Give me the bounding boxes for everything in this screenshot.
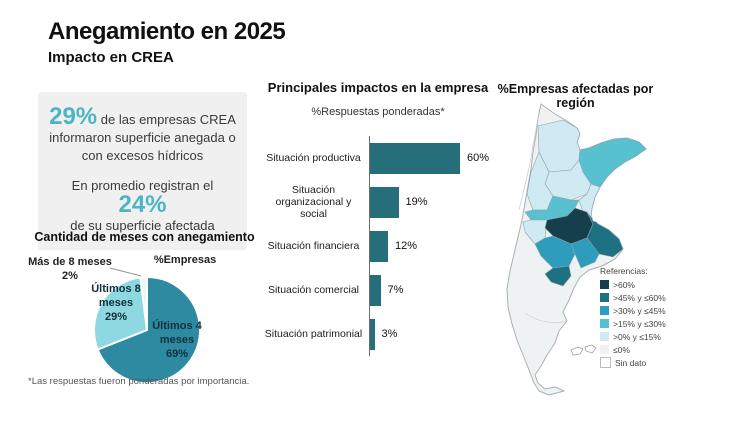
map-title: %Empresas afectadas por región xyxy=(497,82,654,110)
legend-label: >0% y ≤15% xyxy=(613,331,661,342)
footnote: *Las respuestas fueron ponderadas por im… xyxy=(28,376,250,387)
pie-chart-section: Cantidad de meses con anegamiento %Empre… xyxy=(22,230,267,400)
pie-svg xyxy=(93,267,201,384)
bar xyxy=(370,318,375,350)
map-region-sur-buenos-aires xyxy=(570,237,600,269)
legend-swatch xyxy=(600,319,609,328)
page-subtitle: Impacto en CREA xyxy=(48,49,174,66)
bar xyxy=(370,274,381,306)
legend-item: ≤0% xyxy=(600,343,666,356)
pie-slice-value: 29% xyxy=(104,310,128,323)
bar-chart-title: Principales impactos en la empresa xyxy=(267,80,489,95)
bar-row: Situación comercial 7% xyxy=(263,268,493,312)
summary-stat-2-suffix: de su superficie afectada xyxy=(70,217,215,233)
pie-label-ultimos-8-meses: Últimos 8 meses 29% xyxy=(80,283,152,324)
bar-category-label: Situación productiva xyxy=(266,151,361,164)
summary-stat-1-value: 29% xyxy=(49,103,98,130)
pie-slice-label: Últimos 8 meses xyxy=(91,283,141,309)
bar-value-label: 60% xyxy=(467,152,490,164)
legend-swatch xyxy=(600,357,611,368)
map-section: %Empresas afectadas por región xyxy=(478,82,730,412)
map-region-sin-dato-gap xyxy=(592,216,598,222)
legend-item: >60% xyxy=(600,278,666,291)
bar-category-label: Situación patrimonial xyxy=(264,327,363,340)
legend-label: >15% y ≤30% xyxy=(613,318,666,329)
map-regions xyxy=(522,119,647,287)
summary-stat-2-value: 24% xyxy=(118,190,167,218)
summary-stat-2: En promedio registran el 24% de su super… xyxy=(48,177,237,236)
legend-item: >45% y ≤60% xyxy=(600,291,666,304)
legend-label: Sin dato xyxy=(615,357,647,368)
bar-rows: Situación productiva 60% Situación organiz… xyxy=(263,136,493,356)
pie-slice-label: Últimos 4 meses xyxy=(152,320,202,346)
pie-unit-label: %Empresas xyxy=(153,254,217,266)
legend-swatch xyxy=(600,345,609,354)
pie-slice-0 xyxy=(96,276,201,384)
map-province-borders xyxy=(518,109,568,323)
bar-value-label: 19% xyxy=(405,196,428,208)
header: Anegamiento en 2025 Impacto en CREA xyxy=(48,18,286,66)
malvinas-islands xyxy=(570,344,597,356)
legend-label: ≤0% xyxy=(613,344,630,355)
bar xyxy=(370,142,460,174)
bar-value-label: 3% xyxy=(381,328,398,340)
bar-row: Situación financiera 12% xyxy=(263,224,493,268)
legend-items: >60% >45% y ≤60% >30% y ≤45% >15% y ≤30% >0%… xyxy=(600,278,666,369)
legend-item: >30% y ≤45% xyxy=(600,304,666,317)
bar xyxy=(370,230,388,262)
pie-chart-title: Cantidad de meses con anegamiento xyxy=(34,230,255,244)
map-region-sudoeste-spot xyxy=(544,265,572,287)
page-title: Anegamiento en 2025 xyxy=(48,18,286,45)
legend-item: >15% y ≤30% xyxy=(600,317,666,330)
legend-label: >45% y ≤60% xyxy=(613,292,666,303)
bar-row: Situación organizacional y social 19% xyxy=(263,180,493,224)
map-region-nea xyxy=(578,137,647,188)
bar-category-label: Situación comercial xyxy=(267,283,360,296)
legend-item: >0% y ≤15% xyxy=(600,330,666,343)
pie-slice-label: Más de 8 meses xyxy=(28,256,112,268)
bar-category-label: Situación organizacional y social xyxy=(275,183,352,221)
bar-chart-section: Principales impactos en la empresa %Resp… xyxy=(263,80,493,356)
pie-slice-value: 2% xyxy=(62,269,78,282)
bar-value-label: 7% xyxy=(387,284,404,296)
legend-swatch xyxy=(600,332,609,341)
bar-value-label: 12% xyxy=(395,240,418,252)
summary-stat-1-text: de las empresas CREA informaron superfic… xyxy=(49,112,236,164)
bar-category-label: Situación financiera xyxy=(267,239,360,252)
legend-item: Sin dato xyxy=(600,356,666,369)
summary-stat-1: 29% de las empresas CREA informaron supe… xyxy=(48,105,237,166)
bar-row: Situación productiva 60% xyxy=(263,136,493,180)
map-legend: Referencias: >60% >45% y ≤60% >30% y ≤45% >… xyxy=(600,266,666,369)
pie-slice-value: 69% xyxy=(165,347,189,360)
pie-leader-line xyxy=(109,267,142,277)
legend-label: >30% y ≤45% xyxy=(613,305,666,316)
argentina-map xyxy=(506,103,647,396)
bar-row: Situación patrimonial 3% xyxy=(263,312,493,356)
bar-chart-subtitle: %Respuestas ponderadas* xyxy=(311,106,445,118)
legend-swatch xyxy=(600,280,609,289)
pie-label-mas-de-8-meses: Más de 8 meses 2% xyxy=(22,256,118,284)
legend-swatch xyxy=(600,306,609,315)
pie-slice-1 xyxy=(93,276,148,351)
summary-box: 29% de las empresas CREA informaron supe… xyxy=(38,92,247,251)
legend-label: >60% xyxy=(613,279,635,290)
pie-slice-2 xyxy=(139,275,148,331)
legend-title: Referencias: xyxy=(600,266,648,276)
map-region-este-buenos-aires xyxy=(586,211,624,258)
bar xyxy=(370,186,399,218)
legend-swatch xyxy=(600,293,609,302)
summary-stat-2-prefix: En promedio registran el xyxy=(71,177,214,193)
pie-label-ultimos-4-meses: Últimos 4 meses 69% xyxy=(140,320,214,361)
